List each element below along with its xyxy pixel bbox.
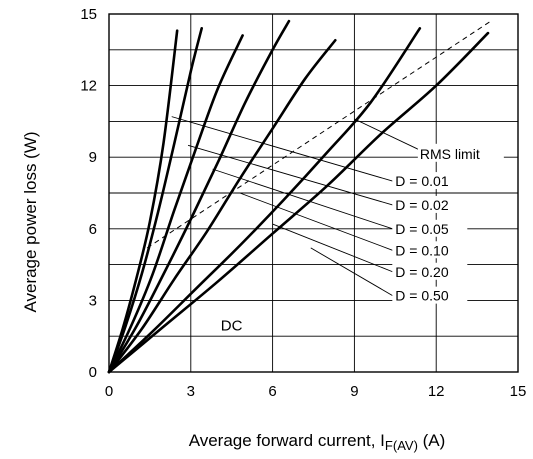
label-bg bbox=[392, 286, 468, 304]
duty-label: D = 0.05 bbox=[395, 221, 449, 237]
rms-limit-label: RMS limit bbox=[420, 146, 480, 162]
x-tick-label: 15 bbox=[510, 383, 527, 400]
curve-rms-limit bbox=[146, 20, 492, 249]
duty-label: D = 0.10 bbox=[395, 242, 449, 258]
curve-d-0-10 bbox=[107, 19, 291, 374]
label-bg bbox=[392, 262, 468, 280]
x-tick-label: 6 bbox=[268, 383, 276, 400]
x-axis-title-main: Average forward current, I bbox=[189, 431, 385, 450]
label-layer: D = 0.01 D = 0.02 D = 0.05 D = 0.10 D = 0.20… bbox=[221, 143, 504, 334]
leader-line-4 bbox=[272, 223, 393, 273]
x-tick-label: 3 bbox=[187, 383, 195, 400]
label-bg bbox=[417, 143, 504, 162]
curve-d-0-02 bbox=[107, 27, 204, 374]
y-tick-label: 15 bbox=[80, 6, 97, 23]
duty-label: D = 0.01 bbox=[395, 173, 449, 189]
x-axis-title: Average forward current, IF(AV) (A) bbox=[189, 431, 446, 453]
curve-d-0-50 bbox=[107, 27, 422, 374]
x-axis-title-subscript: F(AV) bbox=[385, 438, 418, 453]
curve-dc bbox=[107, 31, 490, 374]
label-bg bbox=[392, 241, 468, 259]
x-tick-label: 0 bbox=[105, 383, 113, 400]
leader-line-2 bbox=[212, 168, 393, 230]
x-tick-label: 9 bbox=[350, 383, 358, 400]
y-tick-label: 9 bbox=[89, 149, 97, 166]
label-bg bbox=[392, 172, 468, 190]
plot-frame bbox=[108, 13, 519, 373]
y-tick-label: 3 bbox=[89, 292, 97, 309]
duty-label: D = 0.02 bbox=[395, 197, 449, 213]
x-axis-title-unit: (A) bbox=[418, 431, 445, 450]
curve-layer bbox=[107, 19, 492, 374]
leader-line-3 bbox=[239, 192, 393, 251]
y-tick-label: 0 bbox=[89, 364, 97, 381]
label-bg bbox=[392, 195, 468, 213]
leader-line-1 bbox=[187, 144, 393, 206]
tick-labels: 0 3 6 9 12 15 0 3 6 9 12 15 bbox=[80, 6, 526, 400]
leader-line-rms bbox=[354, 118, 421, 151]
leader-lines bbox=[171, 116, 421, 297]
dc-label: DC bbox=[221, 317, 243, 334]
duty-label: D = 0.20 bbox=[395, 264, 449, 280]
duty-label: D = 0.50 bbox=[395, 288, 449, 304]
leader-line-5 bbox=[310, 247, 393, 297]
y-tick-label: 12 bbox=[80, 78, 97, 95]
label-bg bbox=[392, 219, 468, 237]
curve-d-0-20 bbox=[107, 38, 337, 374]
x-tick-label: 12 bbox=[428, 383, 445, 400]
leader-line-0 bbox=[171, 116, 393, 182]
curve-d-0-01 bbox=[107, 29, 179, 374]
curve-d-0-05 bbox=[107, 34, 244, 374]
y-tick-label: 6 bbox=[89, 221, 97, 238]
y-axis-title: Average power loss (W) bbox=[21, 131, 40, 312]
